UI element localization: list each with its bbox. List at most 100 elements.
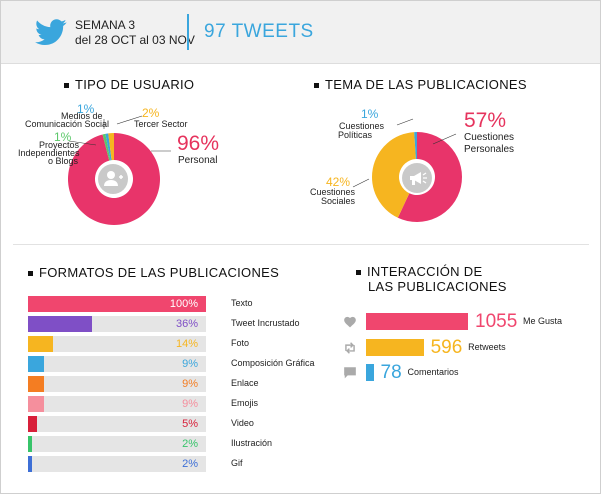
bar-track [28,356,206,372]
interaction-title-line2: LAS PUBLICACIONES [368,279,507,294]
donut-slice-personal [67,133,160,225]
format-bar [28,416,37,432]
bar-track [28,336,206,352]
bar-track [28,396,206,412]
politics-label-line2: Políticas [338,130,373,140]
interaction-category-label: Retweets [468,342,506,352]
media-label-line2: Comunicación Social [25,119,110,129]
format-value-label: 9% [182,378,198,390]
title-bullet [314,83,319,89]
personal-label: Personal [178,155,218,166]
add-user-icon [98,164,128,194]
interaction-title: INTERACCIÓN DE [356,264,482,279]
donut-slice-cuestiones-personales [397,132,462,222]
format-bar [28,376,45,392]
formats-title: FORMATOS DE LAS PUBLICACIONES [28,265,279,280]
format-value-label: 5% [182,418,198,430]
heart-icon [343,315,357,333]
leader-line [352,178,370,188]
third-label: Tercer Sector [134,119,188,129]
interaction-value: 78 [380,362,402,383]
formats-title-text: FORMATOS DE LAS PUBLICACIONES [39,265,280,280]
retweet-icon [343,341,357,359]
format-category-label: Enlace [231,378,259,388]
leader-line [68,140,97,146]
user-type-title-text: TIPO DE USUARIO [75,77,195,92]
format-bar [28,336,53,352]
format-value-label: 100% [169,298,198,310]
third-pct: 2% [142,106,160,120]
politics-label-line1: Cuestiones [339,121,385,131]
personal-topic-label-line1: Cuestiones [464,132,515,143]
format-value-label: 2% [182,458,198,470]
bar-track [28,376,206,392]
interaction-value: 596 [430,337,463,358]
social-label-line2: Sociales [321,196,356,206]
personal-topic-pct: 57% [464,109,507,132]
megaphone-icon [402,163,432,193]
format-bar [28,356,45,372]
user-type-donut [67,115,171,225]
format-category-label: Tweet Incrustado [231,318,300,328]
media-pct-label: 1% [77,100,94,118]
format-category-label: Foto [231,338,250,348]
format-category-label: Composición Gráfica [231,358,315,368]
indep-label-line2: Independientes [18,148,80,158]
title-bullet [64,83,69,89]
format-category-label: Video [231,418,254,428]
week-range: del 28 OCT al 03 NOV [75,33,195,47]
interaction-value: 1055 [475,311,518,332]
format-value-label: 2% [182,438,198,450]
format-bar [28,296,206,312]
personal-topic-label-line2: Personales [464,144,515,155]
interaction-bar [366,339,424,356]
format-bar [28,456,32,472]
format-value-label: 9% [182,358,198,370]
indep-label-line3: o Blogs [48,156,79,166]
interaction-category-label: Comentarios [407,367,459,377]
comment-icon [343,366,357,384]
header: SEMANA 3 del 28 OCT al 03 NOV 97 TWEETS [1,1,600,64]
title-bullet [356,270,361,276]
indep-label-line1: Proyectos [39,140,80,150]
section-divider [13,244,589,245]
social-label-line1: Cuestiones [310,187,356,197]
donut-slice-medios-de-comunicaci-n-social [105,133,112,161]
topic-donut [352,118,462,222]
user-type-title: TIPO DE USUARIO [64,77,194,92]
twitter-bird-icon [35,19,67,46]
leader-line [396,118,414,126]
social-pct-label: 42% [326,173,350,191]
media-pct: 1% [77,102,95,116]
indep-pct: 1% [54,130,72,144]
tweet-count: 97 TWEETS [204,21,314,42]
politics-pct: 1% [361,107,379,121]
header-divider [187,14,189,50]
format-bar [28,316,93,332]
leader-line [116,115,143,125]
format-value-label: 36% [175,318,198,330]
week-number: SEMANA 3 [75,18,136,32]
format-value-label: 14% [175,338,198,350]
bar-track [28,436,206,452]
topic-title-text: TEMA DE LAS PUBLICACIONES [325,77,527,92]
donut-slice-tercer-sector [108,133,114,161]
format-category-label: Ilustración [231,438,273,448]
donut-slice-cuestiones-sociales [372,132,416,218]
bar-track [28,416,206,432]
interaction-bar [366,313,468,330]
format-category-label: Texto [231,298,253,308]
format-category-label: Emojis [231,398,259,408]
indep-pct-label: 1% [54,128,71,146]
media-label-line1: Medios de [61,111,103,121]
format-value-label: 9% [182,398,198,410]
social-pct: 42% [326,175,351,189]
title-bullet [28,271,33,277]
leader-line [432,133,457,145]
topic-title: TEMA DE LAS PUBLICACIONES [314,77,527,92]
format-bar [28,436,32,452]
donut-slice-proyectos-independientes-o-blogs [102,133,111,161]
interaction-title-line1: INTERACCIÓN DE [367,264,483,279]
format-bar [28,396,45,412]
